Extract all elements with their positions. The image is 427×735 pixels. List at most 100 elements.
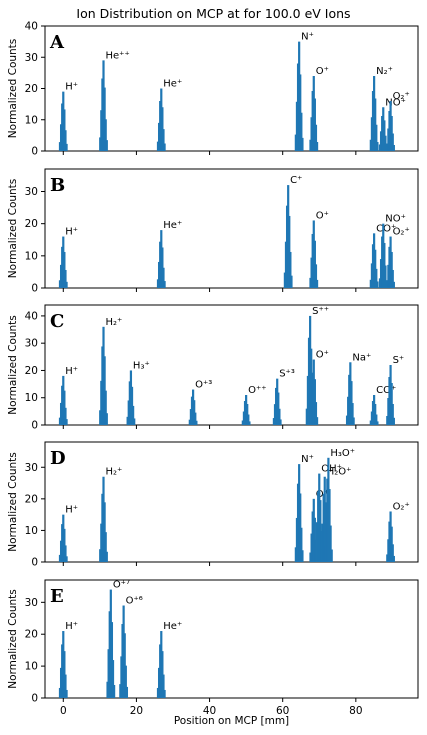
ion-label-S+3: S⁺³ xyxy=(279,369,295,380)
bar-O++ xyxy=(248,421,251,425)
bar-O+ xyxy=(315,142,319,151)
bar-CO+ xyxy=(375,268,378,288)
bar-H+ xyxy=(65,556,68,562)
y-axis-label: Normalized Counts xyxy=(7,315,19,415)
bar-N+ xyxy=(300,527,303,562)
bar-H+ xyxy=(65,689,68,698)
bar-N2+ xyxy=(376,142,379,151)
y-tick-label: 20 xyxy=(25,629,38,641)
ion-label-N+: N⁺ xyxy=(301,454,314,465)
bar-NO+ xyxy=(384,265,387,288)
ion-label-H+: H⁺ xyxy=(65,366,78,377)
bar-C+ xyxy=(289,251,292,288)
y-tick-label: 0 xyxy=(31,557,38,569)
ion-label-S+: S⁺ xyxy=(393,355,405,366)
y-tick-label: 0 xyxy=(31,693,38,705)
bar-H+ xyxy=(63,528,66,562)
ion-label-H+: H⁺ xyxy=(65,505,78,516)
bar-H+ xyxy=(64,674,67,698)
ion-label-NO+: NO⁺ xyxy=(385,214,406,225)
y-axis-label: Normalized Counts xyxy=(7,179,19,279)
bar-S+3 xyxy=(277,392,280,425)
ion-label-O+6: O⁺⁶ xyxy=(126,596,143,607)
ion-label-O++: O⁺⁺ xyxy=(248,385,266,396)
bar-N2+ xyxy=(375,124,378,151)
bar-H+ xyxy=(64,130,67,151)
x-tick-label: 80 xyxy=(349,705,362,717)
y-axis-label: Normalized Counts xyxy=(7,589,19,689)
bar-H3O+ xyxy=(330,549,333,562)
y-tick-label: 20 xyxy=(25,218,38,230)
y-tick-label: 20 xyxy=(25,365,38,377)
bar-O2+ xyxy=(392,145,395,151)
x-tick-label: 60 xyxy=(276,705,289,717)
ion-label-O2+: O₂⁺ xyxy=(393,91,410,102)
ion-label-H2O+: H₂O⁺ xyxy=(327,467,352,478)
ion-label-H3O+: H₃O⁺ xyxy=(330,448,355,459)
y-tick-label: 40 xyxy=(25,21,38,33)
x-tick-label: 40 xyxy=(203,705,216,717)
ion-label-O+: O⁺ xyxy=(316,489,329,500)
ion-label-He+: He⁺ xyxy=(163,621,182,632)
bar-O+3 xyxy=(194,412,197,425)
ion-label-O+: O⁺ xyxy=(316,66,329,77)
bar-He+ xyxy=(163,281,166,288)
ion-label-CO+: CO⁺ xyxy=(376,223,396,234)
ion-label-O+3: O⁺³ xyxy=(195,380,212,391)
ion-label-H+: H⁺ xyxy=(65,227,78,238)
bar-He+ xyxy=(162,267,165,288)
ion-label-He++: He⁺⁺ xyxy=(106,50,130,61)
panel-letter: D xyxy=(50,448,66,469)
bar-N+ xyxy=(301,550,304,562)
bar-S+3 xyxy=(279,419,282,425)
bar-H+ xyxy=(65,281,68,288)
panel-letter: E xyxy=(50,586,64,607)
x-tick-label: 0 xyxy=(60,705,67,717)
y-tick-label: 0 xyxy=(31,146,38,158)
bar-C+ xyxy=(290,275,293,288)
ion-label-He+: He⁺ xyxy=(163,79,182,90)
bar-He+ xyxy=(163,689,166,698)
y-tick-label: 30 xyxy=(25,338,38,350)
bar-Na+ xyxy=(352,417,355,425)
y-tick-label: 20 xyxy=(25,493,38,505)
bar-He+ xyxy=(163,143,166,151)
bar-O++ xyxy=(247,414,250,425)
ion-label-O+: O⁺ xyxy=(316,210,329,221)
x-axis-label: Position on MCP [mm] xyxy=(174,715,289,727)
ion-label-N2+: N₂⁺ xyxy=(376,66,393,77)
y-tick-label: 30 xyxy=(25,52,38,64)
bar-H2+ xyxy=(105,551,108,562)
ion-label-He+: He⁺ xyxy=(163,220,182,231)
bar-O+ xyxy=(315,279,319,288)
y-tick-label: 40 xyxy=(25,310,38,322)
bar-S+ xyxy=(391,404,394,425)
bar-He+ xyxy=(162,674,165,698)
bar-O2+ xyxy=(391,269,394,288)
y-tick-label: 30 xyxy=(25,462,38,474)
bar-CO+ xyxy=(376,281,379,288)
y-tick-label: 10 xyxy=(25,525,38,537)
panel-a: A 0 10 20 30 40 Normalized Counts H⁺ He⁺⁺ He⁺ N⁺ O⁺… xyxy=(7,21,419,158)
bar-S+3 xyxy=(278,408,281,425)
ion-label-S++: S⁺⁺ xyxy=(312,306,329,317)
panel-letter: B xyxy=(50,175,65,196)
bar-O+ xyxy=(314,402,318,425)
bar-O2+ xyxy=(391,133,394,151)
bar-CO+ xyxy=(375,414,378,425)
bar-O+ xyxy=(314,124,318,151)
ion-label-H2+: H₂⁺ xyxy=(106,317,123,328)
bar-NO+ xyxy=(384,135,387,151)
y-tick-label: 10 xyxy=(25,392,38,404)
bar-Na+ xyxy=(351,403,354,425)
bar-O+7 xyxy=(113,684,116,698)
y-tick-label: 30 xyxy=(25,597,38,609)
ion-label-H2+: H₂⁺ xyxy=(106,467,123,478)
y-tick-label: 20 xyxy=(25,83,38,95)
bar-H3+ xyxy=(132,405,135,425)
x-tick-label: 20 xyxy=(130,705,143,717)
ion-label-H+: H⁺ xyxy=(65,621,78,632)
bar-O+6 xyxy=(124,665,127,698)
bar-H+ xyxy=(64,407,67,425)
